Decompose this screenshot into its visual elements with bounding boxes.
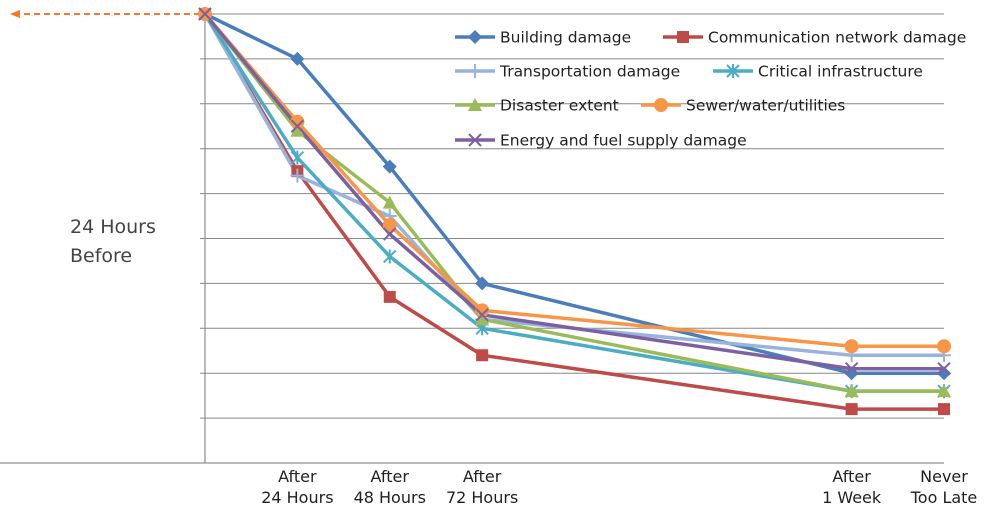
legend-item: Energy and fuel supply damage	[455, 132, 747, 150]
data-point	[937, 362, 951, 376]
data-point	[290, 114, 305, 129]
legend-item: Disaster extent	[455, 97, 619, 115]
legend-label: Critical infrastructure	[758, 63, 923, 81]
data-point	[937, 339, 951, 354]
legend-label: Sewer/water/utilities	[686, 97, 845, 115]
legend-item: Critical infrastructure	[713, 63, 923, 81]
data-point	[844, 339, 859, 354]
data-point	[475, 276, 490, 291]
data-point	[383, 227, 397, 241]
legend-marker	[468, 64, 482, 78]
data-point	[198, 7, 212, 21]
data-point	[475, 308, 489, 322]
data-point	[937, 384, 951, 398]
series-line	[203, 12, 944, 371]
legend-marker	[654, 98, 668, 112]
legend-label: Energy and fuel supply damage	[500, 132, 747, 150]
x-tick-label: After 1 Week	[822, 467, 882, 507]
legend-marker	[468, 30, 482, 44]
data-point	[844, 362, 859, 376]
legend-marker	[468, 98, 482, 111]
series-line	[203, 12, 944, 393]
data-point	[290, 150, 305, 165]
data-point	[844, 366, 859, 381]
data-point	[290, 123, 305, 137]
legend-label: Communication network damage	[708, 29, 966, 47]
data-point	[382, 218, 397, 233]
legend-marker	[726, 64, 740, 78]
data-point	[290, 51, 305, 66]
x-tick-label: After 72 Hours	[445, 467, 519, 507]
data-point	[382, 159, 397, 174]
series-line	[203, 13, 944, 411]
data-point	[937, 366, 951, 381]
data-point	[938, 403, 950, 416]
data-point	[290, 168, 305, 183]
legend-item: Sewer/water/utilities	[641, 97, 845, 115]
legend-item: Transportation damage	[455, 63, 680, 81]
data-point	[290, 119, 305, 133]
series-line	[203, 12, 944, 349]
legend-label: Building damage	[500, 29, 631, 47]
data-point	[844, 384, 859, 398]
data-point	[475, 303, 490, 318]
legend-item: Building damage	[455, 29, 631, 47]
data-point	[845, 403, 858, 416]
legend-label: Transportation damage	[499, 63, 680, 81]
legend-marker	[468, 133, 482, 147]
back-arrow-head	[10, 10, 20, 18]
x-tick-label: 24 Hours Before	[70, 216, 156, 267]
legend-item: Communication network damage	[663, 29, 966, 47]
x-tick-label: After 24 Hours	[261, 467, 334, 507]
legend-label: Disaster extent	[500, 97, 619, 115]
x-tick-label: Never Too Late	[910, 467, 978, 507]
series-line	[204, 12, 944, 375]
data-point	[383, 290, 396, 303]
legend-marker	[677, 31, 689, 43]
data-point	[382, 195, 397, 209]
data-point	[383, 249, 397, 264]
data-point	[475, 312, 490, 326]
data-point	[476, 349, 489, 362]
x-tick-label: After 48 Hours	[353, 467, 426, 507]
